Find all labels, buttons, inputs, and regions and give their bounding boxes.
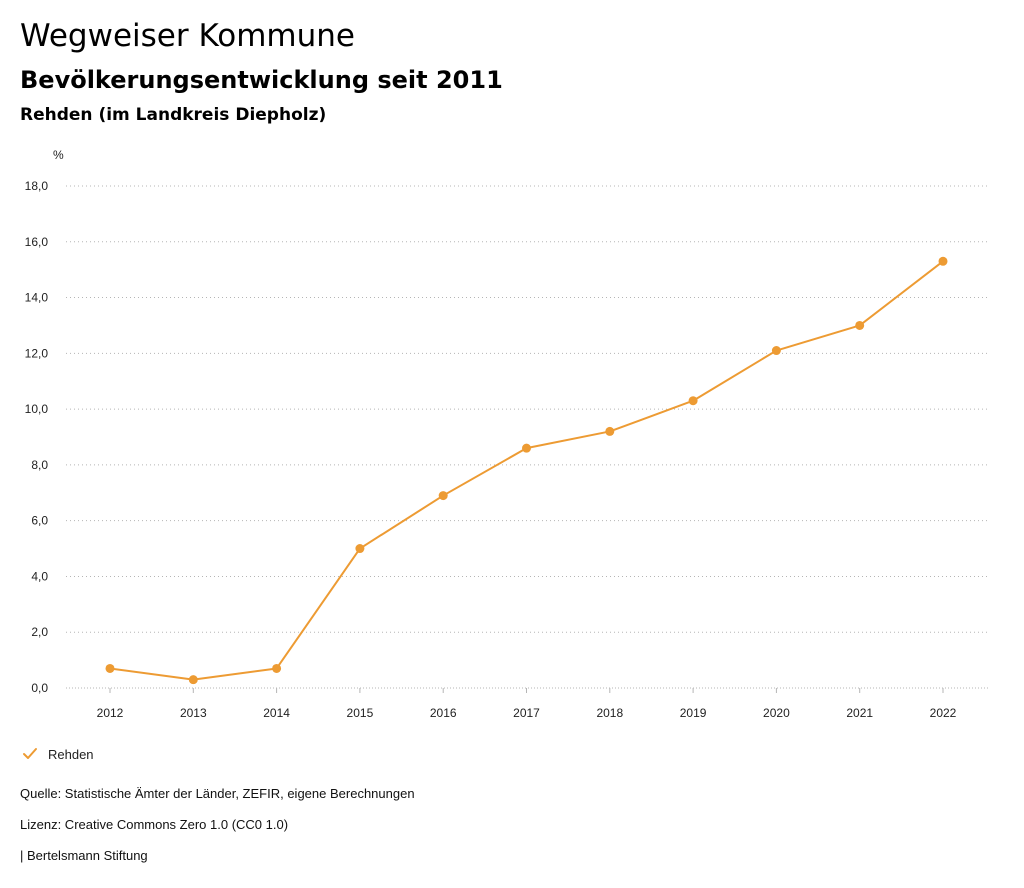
page-title: Wegweiser Kommune [20, 18, 355, 54]
x-tick-label-9: 2021 [846, 706, 873, 720]
y-tick-label-4: 8,0 [31, 458, 48, 472]
data-point-2017 [522, 443, 531, 453]
data-point-2015 [355, 544, 365, 554]
y-tick-label-3: 6,0 [31, 514, 48, 528]
x-tick-label-0: 2012 [97, 706, 124, 720]
x-tick-label-6: 2018 [596, 706, 623, 720]
grid-lines [66, 185, 990, 689]
x-tick-label-8: 2020 [763, 706, 790, 720]
y-tick-label-1: 2,0 [31, 625, 48, 639]
y-axis-unit-label: % [53, 148, 64, 162]
x-tick-label-2: 2014 [263, 706, 290, 720]
data-point-2021 [855, 320, 865, 330]
x-tick-label-4: 2016 [430, 706, 457, 720]
y-tick-label-0: 0,0 [31, 681, 48, 695]
y-tick-label-2: 4,0 [31, 569, 48, 583]
y-axis: 0,0 2,0 4,0 6,0 8,0 10,0 12,0 14,0 16,0 18,0 [25, 179, 49, 695]
x-tick-label-5: 2017 [513, 706, 540, 720]
chart-subtitle: Bevölkerungsentwicklung seit 2011 [20, 66, 503, 94]
legend-item-rehden[interactable]: Rehden [22, 744, 94, 764]
x-axis: 2012 2013 2014 2015 2016 2017 2018 2019 2020 2021… [97, 688, 957, 720]
data-point-2022 [938, 256, 948, 266]
region-name: Rehden (im Landkreis Diepholz) [20, 105, 327, 125]
data-point-2016 [438, 491, 448, 501]
legend-label: Rehden [48, 746, 94, 762]
checkmark-icon [23, 748, 37, 759]
x-tick-label-10: 2022 [930, 706, 957, 720]
data-point-2018 [605, 426, 615, 436]
y-tick-label-7: 14,0 [25, 291, 49, 305]
y-tick-label-5: 10,0 [25, 402, 49, 416]
data-point-2013 [188, 675, 198, 685]
series-line-0 [109, 260, 944, 681]
x-tick-label-1: 2013 [180, 706, 207, 720]
x-tick-label-7: 2019 [680, 706, 707, 720]
y-tick-label-6: 12,0 [25, 346, 49, 360]
data-point-2012 [105, 663, 115, 673]
line-chart: % 0,0 2,0 4,0 6,0 8,0 10,0 12,0 14,0 16,0 18,0 20… [25, 148, 990, 720]
series-rehden [105, 256, 948, 685]
publisher-note: | Bertelsmann Stiftung [20, 848, 148, 863]
data-point-2014 [272, 663, 282, 673]
source-note: Quelle: Statistische Ämter der Länder, Z… [20, 786, 415, 801]
y-tick-label-8: 16,0 [25, 235, 49, 249]
data-point-2019 [688, 396, 698, 406]
x-tick-label-3: 2015 [347, 706, 374, 720]
license-note: Lizenz: Creative Commons Zero 1.0 (CC0 1… [20, 817, 289, 832]
data-point-2020 [771, 346, 781, 356]
y-tick-label-9: 18,0 [25, 179, 49, 193]
